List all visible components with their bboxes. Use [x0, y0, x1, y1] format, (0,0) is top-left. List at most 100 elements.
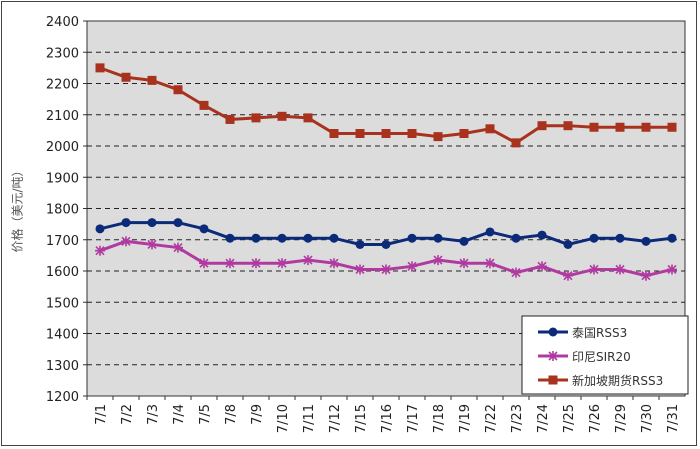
- legend-label: 泰国RSS3: [572, 326, 627, 340]
- data-point: [251, 233, 261, 243]
- data-point: [433, 233, 443, 243]
- data-point: [95, 245, 105, 256]
- data-point: [199, 100, 209, 110]
- legend-label: 新加坡期货RSS3: [572, 373, 663, 388]
- x-tick-label: 7/3: [146, 404, 161, 425]
- data-point: [667, 233, 677, 243]
- data-point: [667, 122, 677, 132]
- x-tick-label: 7/29: [614, 404, 629, 433]
- data-point: [485, 258, 495, 269]
- data-point: [615, 122, 625, 132]
- data-point: [199, 258, 209, 269]
- data-point: [355, 264, 365, 275]
- data-point: [433, 132, 443, 142]
- x-tick-label: 7/22: [484, 404, 499, 433]
- data-point: [225, 114, 235, 124]
- data-point: [563, 270, 573, 281]
- series-square: [95, 63, 677, 148]
- legend-label: 印尼SIR20: [572, 350, 631, 364]
- data-point: [589, 122, 599, 132]
- data-point: [147, 239, 157, 250]
- data-point: [355, 239, 365, 249]
- y-tick-label: 1500: [46, 296, 79, 311]
- data-point: [667, 264, 677, 275]
- data-point: [329, 258, 339, 269]
- y-tick-label: 2400: [46, 15, 79, 30]
- data-point: [225, 233, 235, 243]
- data-point: [277, 233, 287, 243]
- data-point: [589, 233, 599, 243]
- x-tick-label: 7/19: [458, 404, 473, 433]
- x-tick-label: 7/10: [276, 404, 291, 433]
- y-tick-label: 1800: [46, 203, 79, 218]
- data-point: [173, 242, 183, 253]
- data-point: [459, 129, 469, 138]
- x-tick-label: 7/25: [562, 404, 577, 433]
- data-point: [641, 122, 651, 132]
- y-tick-label: 1600: [46, 265, 79, 280]
- data-point: [303, 233, 313, 243]
- y-tick-label: 1700: [46, 234, 79, 249]
- x-tick-label: 7/23: [510, 404, 525, 433]
- data-point: [641, 270, 651, 281]
- x-tick-label: 7/30: [640, 404, 655, 433]
- y-tick-label: 2100: [46, 109, 79, 124]
- x-tick-label: 7/1: [94, 404, 109, 425]
- y-tick-label: 1400: [46, 328, 79, 343]
- x-tick-label: 7/8: [224, 404, 239, 425]
- data-point: [511, 233, 521, 243]
- data-point: [121, 218, 131, 228]
- x-tick-label: 7/26: [588, 404, 603, 433]
- data-point: [147, 75, 157, 85]
- y-tick-label: 2000: [46, 140, 79, 155]
- x-tick-label: 7/31: [666, 404, 681, 433]
- data-point: [407, 233, 417, 243]
- series-circle: [95, 218, 677, 249]
- data-point: [147, 218, 157, 228]
- y-tick-label: 1200: [46, 390, 79, 405]
- data-point: [381, 129, 391, 138]
- x-tick-label: 7/9: [250, 404, 265, 425]
- data-point: [251, 258, 261, 269]
- data-point: [277, 258, 287, 269]
- data-point: [433, 255, 443, 266]
- data-point: [407, 261, 417, 272]
- data-point: [548, 351, 558, 361]
- data-point: [407, 129, 417, 138]
- data-point: [329, 129, 339, 138]
- x-tick-label: 7/15: [354, 404, 369, 433]
- data-point: [641, 236, 651, 246]
- y-tick-label: 2300: [46, 46, 79, 61]
- data-point: [563, 239, 573, 249]
- legend: 泰国RSS3 印尼SIR20 新加坡期货RSS3: [521, 315, 689, 395]
- x-tick-label: 7/16: [380, 404, 395, 433]
- data-point: [615, 264, 625, 275]
- data-point: [355, 129, 365, 138]
- x-tick-label: 7/2: [120, 404, 135, 425]
- data-point: [511, 138, 521, 148]
- data-point: [225, 258, 235, 269]
- data-point: [251, 113, 261, 123]
- y-tick-label: 1900: [46, 171, 79, 186]
- data-point: [615, 233, 625, 243]
- data-point: [329, 233, 339, 243]
- data-point: [121, 236, 131, 247]
- data-point: [589, 264, 599, 275]
- x-tick-label: 7/11: [302, 404, 317, 433]
- data-point: [303, 113, 313, 123]
- x-tick-label: 7/17: [406, 404, 421, 433]
- series-asterisk: [95, 236, 677, 281]
- data-point: [537, 261, 547, 272]
- data-point: [303, 255, 313, 266]
- data-point: [95, 224, 105, 234]
- x-tick-label: 7/4: [172, 404, 187, 425]
- y-tick-label: 2200: [46, 78, 79, 93]
- data-point: [121, 72, 131, 82]
- data-point: [95, 63, 105, 73]
- data-point: [485, 227, 495, 237]
- data-point: [459, 258, 469, 269]
- data-point: [511, 267, 521, 278]
